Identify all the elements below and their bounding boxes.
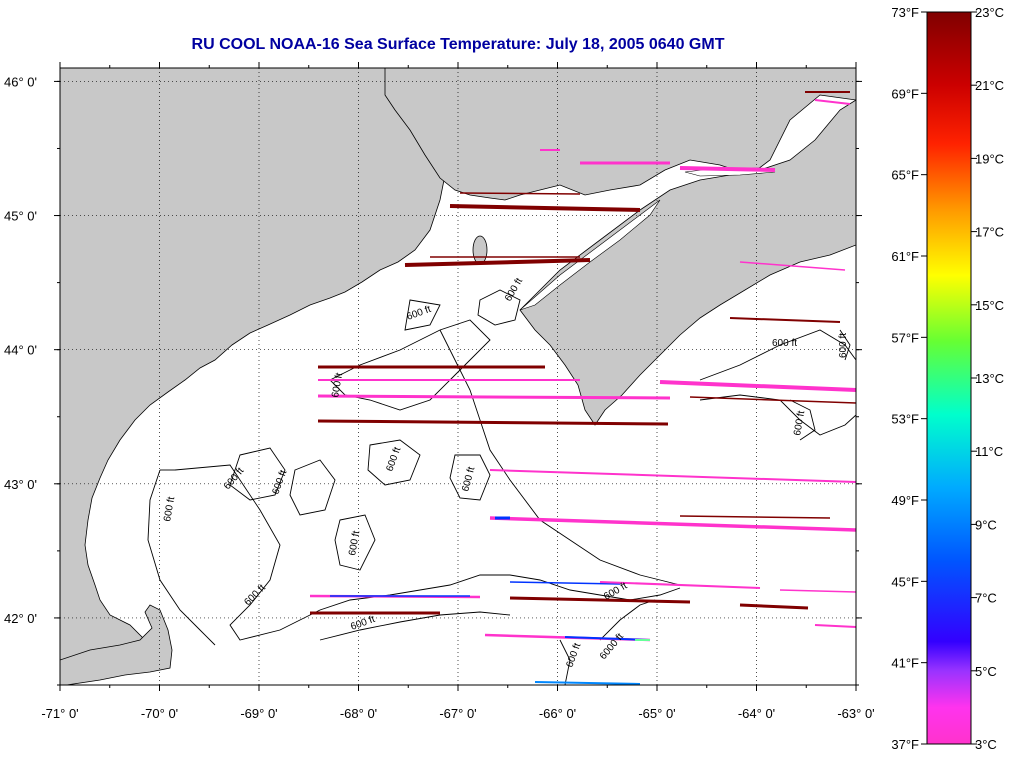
colorbar-c-label: 17°C [975,225,1004,240]
colorbar-c-label: 21°C [975,78,1004,93]
land-nova-scotia [519,99,856,426]
colorbar-f-label: 65°F [891,168,919,183]
grid-lines [60,68,856,685]
bathymetry-contours [147,289,856,685]
latitude-labels: 46° 0' 45° 0' 44° 0' 43° 0' 42° 0' [4,74,37,626]
colorbar-c-label: 9°C [975,517,997,532]
land-new-england [60,68,461,685]
colorbar-celsius-labels: 23°C 21°C 19°C 17°C 15°C 13°C 11°C 9°C 7°C 5°C 3°C [975,5,1004,752]
colorbar-f-label: 45°F [891,574,919,589]
contour-label: 600 ft [347,530,362,557]
colorbar-f-label: 53°F [891,412,919,427]
colorbar-c-label: 3°C [975,737,997,752]
colorbar-f-label: 57°F [891,330,919,345]
lat-tick-label: 44° 0' [4,343,37,358]
colorbar [926,11,972,745]
lat-tick-label: 43° 0' [4,477,37,492]
lon-tick-label: -70° 0' [141,706,178,721]
lon-tick-label: -67° 0' [439,706,476,721]
colorbar-f-label: 61°F [891,249,919,264]
colorbar-c-label: 5°C [975,664,997,679]
lon-tick-label: -66° 0' [539,706,576,721]
colorbar-c-label: 19°C [975,151,1004,166]
sst-swaths [309,91,856,685]
colorbar-c-label: 15°C [975,298,1004,313]
colorbar-f-label: 41°F [891,656,919,671]
lat-tick-label: 45° 0' [4,209,37,224]
lon-tick-label: -69° 0' [240,706,277,721]
map-title: RU COOL NOAA-16 Sea Surface Temperature:… [191,36,725,53]
lat-tick-label: 46° 0' [4,74,37,89]
colorbar-f-label: 49°F [891,493,919,508]
colorbar-c-label: 7°C [975,591,997,606]
lon-tick-label: -68° 0' [340,706,377,721]
lon-tick-label: -64° 0' [738,706,775,721]
colorbar-f-label: 73°F [891,5,919,20]
contour-label: 600 ft [792,410,807,437]
land-new-brunswick [384,68,856,201]
colorbar-c-label: 13°C [975,371,1004,386]
colorbar-ticks [921,11,977,745]
contour-label: 600 ft [330,372,345,399]
lon-tick-label: -71° 0' [41,706,78,721]
colorbar-fahrenheit-labels: 73°F 69°F 65°F 61°F 57°F 53°F 49°F 45°F 41°F 37°F [891,5,919,752]
colorbar-f-label: 37°F [891,737,919,752]
lon-tick-label: -65° 0' [638,706,675,721]
contour-label: 600 ft [772,338,797,349]
axis-ticks [54,62,862,691]
contour-label: 600 ft [162,496,177,523]
lat-tick-label: 42° 0' [4,611,37,626]
land-cape-cod [60,604,173,685]
contour-label: 600 ft [838,333,849,358]
colorbar-f-label: 69°F [891,86,919,101]
colorbar-c-label: 23°C [975,5,1004,20]
longitude-labels: -71° 0' -70° 0' -69° 0' -68° 0' -67° 0' -66° … [41,706,874,721]
lon-tick-label: -63° 0' [837,706,874,721]
colorbar-c-label: 11°C [975,444,1003,459]
